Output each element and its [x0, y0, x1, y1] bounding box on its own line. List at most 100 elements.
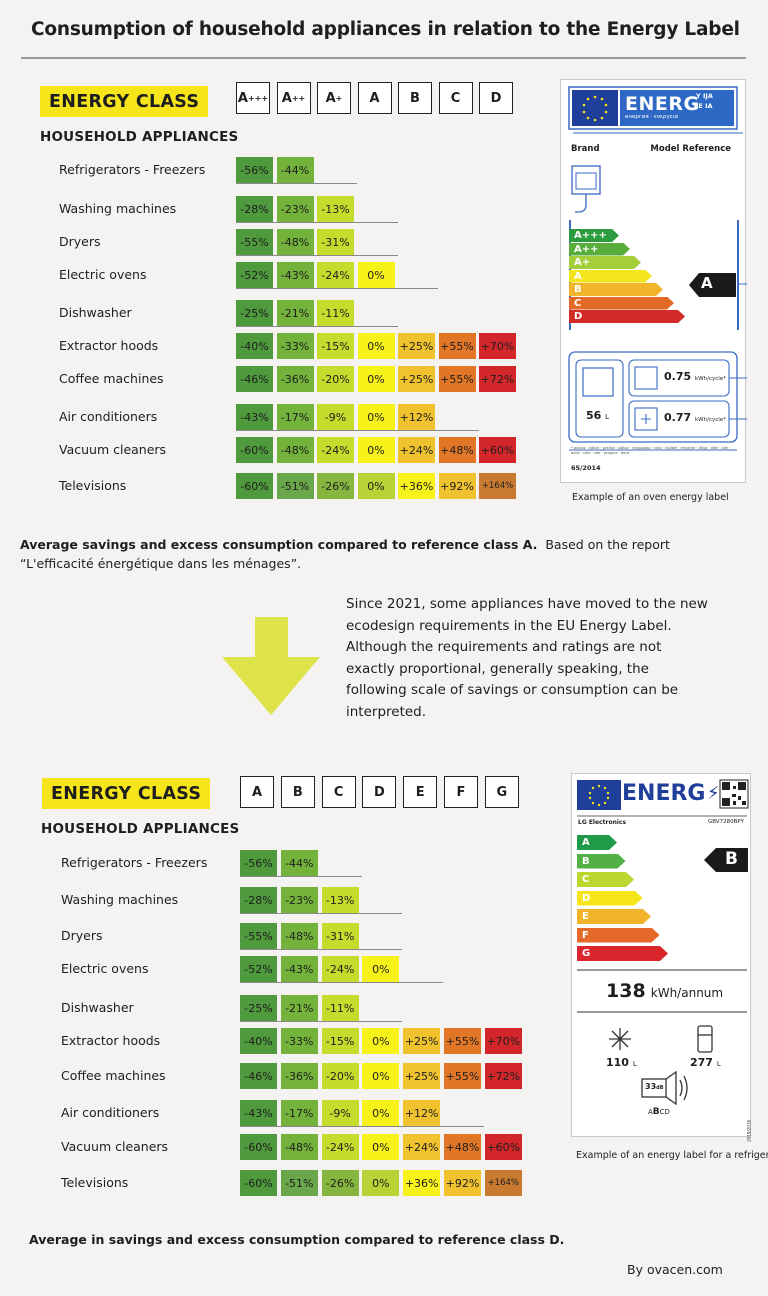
- class-box: A ++: [276, 82, 311, 114]
- row-divider: [240, 1126, 484, 1128]
- energy-bolt-icon: ⚡: [707, 783, 720, 804]
- savings-cell: +25%: [403, 1028, 441, 1054]
- savings-cell: 0%: [362, 1134, 400, 1160]
- savings-cell: 0%: [362, 956, 400, 982]
- savings-cell: 0%: [357, 366, 395, 392]
- energy-scale-bar: A+: [569, 256, 641, 269]
- brand-field: LG Electronics: [578, 819, 627, 826]
- eu-flag-icon: [577, 780, 621, 810]
- savings-cell: -43%: [240, 1100, 277, 1126]
- savings-cell: -43%: [280, 956, 318, 982]
- savings-cell: -60%: [236, 437, 273, 463]
- class-box: C: [438, 82, 473, 114]
- energy-scale-bar: C: [577, 872, 634, 887]
- row-label: Washing machines: [61, 892, 179, 907]
- title-rule: [21, 57, 746, 59]
- savings-cell: -52%: [236, 262, 273, 288]
- energy-scale-bar: C: [569, 297, 674, 310]
- row-label: Coffee machines: [61, 1068, 166, 1083]
- freezer-volume: 110 L: [606, 1056, 637, 1069]
- savings-cell: -23%: [276, 196, 314, 222]
- savings-cell: -48%: [280, 1134, 318, 1160]
- savings-cell: +25%: [403, 1063, 441, 1089]
- energy-scale-bar: D: [577, 891, 643, 906]
- noise-unit: dB: [656, 1085, 664, 1091]
- byline: By ovacen.com: [627, 1262, 723, 1277]
- note-bold: Average savings and excess consumption c…: [20, 537, 538, 552]
- savings-cell: +25%: [398, 366, 435, 392]
- savings-cell: -9%: [317, 404, 354, 430]
- row-label: Refrigerators - Freezers: [59, 162, 206, 177]
- savings-cell: -48%: [280, 923, 318, 949]
- savings-cell: +72%: [484, 1063, 522, 1089]
- section2-note: Average in savings and excess consumptio…: [29, 1230, 564, 1249]
- row-divider: [236, 183, 357, 185]
- oven-volume-unit: L: [605, 413, 610, 421]
- savings-cell: -46%: [236, 366, 273, 392]
- savings-cell: +60%: [479, 437, 516, 463]
- class-box: B: [398, 82, 432, 114]
- noise-value: 33: [645, 1082, 657, 1091]
- savings-cell: -21%: [276, 300, 314, 326]
- volume-unit: L: [716, 1060, 721, 1068]
- savings-cell: +55%: [444, 1063, 481, 1089]
- regulation-number: 65/2014: [571, 464, 601, 472]
- row-divider: [240, 913, 403, 915]
- savings-cell: +55%: [444, 1028, 481, 1054]
- savings-cell: -11%: [317, 300, 354, 326]
- energy-scale-bar: D: [569, 310, 685, 323]
- label-fine-print: * ριανια · cdlice · prelice · αβλια · ευ…: [571, 446, 731, 455]
- kwh-unit: kWh/annum: [650, 986, 724, 1000]
- savings-cell: -24%: [317, 437, 354, 463]
- energy-scale-bar: A: [577, 835, 617, 850]
- model-reference-field: GBV7280BPY: [708, 819, 744, 825]
- savings-cell: -60%: [236, 473, 273, 499]
- savings-cell: -25%: [240, 995, 277, 1021]
- row-divider: [240, 1021, 403, 1023]
- class-box: C: [321, 776, 356, 808]
- savings-cell: +55%: [438, 366, 476, 392]
- savings-cell: -40%: [240, 1028, 277, 1054]
- page-title: Consumption of household appliances in r…: [31, 19, 740, 40]
- class-box: A +++: [236, 82, 270, 114]
- energy-class-badge-2: ENERGY CLASS: [42, 778, 211, 809]
- savings-cell: 0%: [357, 333, 395, 359]
- kwh-fan: 0.77 kWh/cycle*: [664, 411, 726, 424]
- savings-cell: -28%: [236, 196, 273, 222]
- savings-cell: +24%: [403, 1134, 441, 1160]
- savings-cell: +55%: [438, 333, 476, 359]
- noise-class-pre: A: [648, 1108, 653, 1116]
- language-codes: Y IJA IE IA: [696, 91, 732, 111]
- noise-class: ABCD: [648, 1107, 670, 1117]
- savings-cell: +164%: [484, 1170, 522, 1196]
- savings-cell: 0%: [362, 1100, 400, 1126]
- energy-scale-bar: A++: [569, 243, 630, 256]
- savings-cell: -36%: [276, 366, 314, 392]
- row-label: Electric ovens: [61, 961, 149, 976]
- savings-cell: -15%: [317, 333, 354, 359]
- savings-cell: -56%: [240, 850, 277, 876]
- noise-level: 33dB: [645, 1082, 664, 1091]
- down-arrow-icon: [222, 617, 320, 715]
- savings-cell: -52%: [240, 956, 277, 982]
- savings-cell: -28%: [240, 887, 277, 913]
- savings-cell: +70%: [479, 333, 516, 359]
- savings-cell: +164%: [479, 473, 516, 499]
- savings-cell: -13%: [317, 196, 354, 222]
- savings-cell: +12%: [403, 1100, 441, 1126]
- savings-cell: -43%: [236, 404, 273, 430]
- energy-logo-text: ENERG: [622, 781, 706, 806]
- kwh-value: 138: [606, 980, 646, 1002]
- savings-cell: +48%: [438, 437, 476, 463]
- row-label: Dishwasher: [61, 1000, 134, 1015]
- savings-cell: -17%: [280, 1100, 318, 1126]
- class-box: D: [479, 82, 513, 114]
- energy-class-badge-1: ENERGY CLASS: [40, 86, 209, 117]
- freezer-volume-value: 110: [606, 1056, 629, 1069]
- section1-note: Average savings and excess consumption c…: [20, 535, 700, 573]
- fan-mode-icon: [635, 408, 657, 430]
- row-divider: [236, 430, 479, 432]
- class-box: G: [484, 776, 519, 808]
- savings-cell: -55%: [240, 923, 277, 949]
- energy-scale-bar: F: [577, 928, 660, 943]
